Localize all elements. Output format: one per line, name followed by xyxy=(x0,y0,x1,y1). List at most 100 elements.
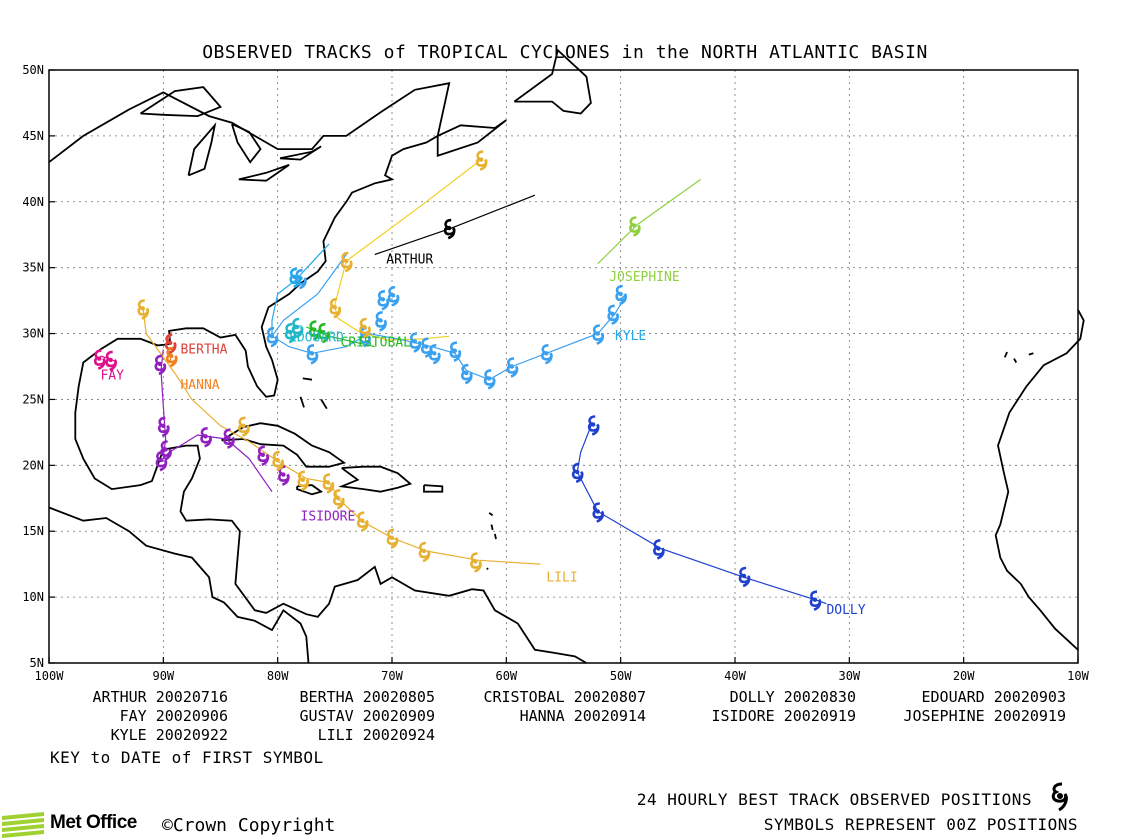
key-entry: ISIDORE 20020919 xyxy=(711,707,857,725)
symbol-dolly xyxy=(592,502,605,523)
symbol-lili xyxy=(470,552,482,573)
map-plot: ARTHUR BERTHA CRISTOBAL DOLLY EDOUARD FAY HANN… xyxy=(22,48,1090,683)
y-tick-label: 10N xyxy=(22,590,44,604)
key-entry: FAY 20020906 xyxy=(119,707,228,725)
coastline xyxy=(423,484,444,493)
symbol-arthur xyxy=(443,218,456,240)
coastline xyxy=(1013,358,1018,363)
chart-title: OBSERVED TRACKS of TROPICAL CYCLONES in … xyxy=(202,42,928,63)
track-josephine xyxy=(597,178,702,265)
symbol-josephine xyxy=(629,216,641,237)
symbol-lili xyxy=(356,511,369,532)
coastline xyxy=(302,377,313,381)
symbol-gustav xyxy=(449,341,462,362)
label-edouard: EDOUARD xyxy=(289,330,344,345)
track-gustav xyxy=(271,254,627,381)
symbol-isidore xyxy=(223,428,235,449)
symbol-edouard xyxy=(291,317,304,339)
symbol-lili xyxy=(340,251,353,273)
y-tick-label: 35N xyxy=(22,261,44,275)
symbol-isidore xyxy=(257,445,270,467)
key-entry: EDOUARD 20020903 xyxy=(921,688,1067,706)
key-entry: DOLLY 20020830 xyxy=(729,688,856,706)
storm-labels: ARTHUR BERTHA CRISTOBAL DOLLY EDOUARD FAY HANN… xyxy=(100,253,865,619)
symbol-gustav xyxy=(266,326,279,348)
symbol-gustav xyxy=(377,289,390,311)
plot-frame xyxy=(48,69,1079,664)
symbol-kyle xyxy=(289,267,302,289)
y-tick-label: 30N xyxy=(22,327,44,341)
symbol-isidore xyxy=(157,416,170,438)
key-entry: GUSTAV 20020909 xyxy=(299,707,435,725)
coastline xyxy=(1003,351,1008,358)
symbol-gustav xyxy=(541,343,553,365)
track-isidore xyxy=(160,349,273,493)
x-tick-label: 10W xyxy=(1067,669,1089,683)
key-entry: BERTHA 20020805 xyxy=(299,688,435,706)
y-tick-label: 20N xyxy=(22,458,44,472)
coastlines xyxy=(48,48,1085,664)
x-tick-label: 40W xyxy=(724,669,746,683)
symbol-lili xyxy=(322,473,335,494)
y-tick-label: 45N xyxy=(22,129,44,143)
symbol-gustav xyxy=(607,304,619,326)
coastline xyxy=(994,309,1085,651)
symbol-isidore xyxy=(278,465,290,486)
symbol-gustav xyxy=(506,357,519,378)
symbol-lili xyxy=(418,541,431,563)
coastline xyxy=(320,398,328,410)
symbol-gustav xyxy=(306,343,319,365)
symbol-dolly xyxy=(738,566,751,588)
copyright-text: ©Crown Copyright xyxy=(162,815,336,836)
symbol-gustav xyxy=(592,324,605,345)
label-lili: LILI xyxy=(546,570,577,585)
y-tick-label: 50N xyxy=(22,63,44,77)
symbol-lili xyxy=(332,488,345,510)
y-tick-label: 25N xyxy=(22,392,44,406)
y-tick-label: 40N xyxy=(22,195,44,209)
symbol-gustav xyxy=(428,343,441,365)
symbol-dolly xyxy=(809,590,822,611)
symbol-fay xyxy=(93,349,106,370)
key-entry: LILI 20020924 xyxy=(317,726,435,744)
label-fay: FAY xyxy=(100,369,124,384)
track-kyle xyxy=(271,243,330,337)
coastline xyxy=(436,119,507,157)
symbol-lili xyxy=(238,416,250,438)
symbol-gustav xyxy=(387,285,400,307)
x-tick-label: 80W xyxy=(267,669,289,683)
label-arthur: ARTHUR xyxy=(386,253,433,268)
symbol-lili xyxy=(297,470,310,492)
symbol-gustav xyxy=(615,284,627,306)
symbol-cristobal xyxy=(318,322,330,344)
x-tick-label: 70W xyxy=(381,669,403,683)
label-kyle: KYLE xyxy=(615,329,646,344)
x-tick-label: 60W xyxy=(495,669,517,683)
coastline xyxy=(238,164,290,182)
symbol-lili xyxy=(386,528,399,550)
symbol-edouard xyxy=(284,322,297,344)
y-tick-label: 15N xyxy=(22,524,44,538)
y-tick-labels: 5N 10N 15N 20N 25N 30N 35N 40N 45N 50N xyxy=(22,63,55,670)
x-tick-labels: 100W 90W 80W 70W 60W 50W 40W 30W 20W 10W xyxy=(35,657,1090,683)
symbol-dolly xyxy=(653,539,665,560)
x-tick-label: 30W xyxy=(838,669,860,683)
coastline xyxy=(279,145,322,161)
key-entry: KYLE 20020922 xyxy=(110,726,228,744)
symbol-gustav xyxy=(483,369,496,390)
symbol-lili xyxy=(359,317,371,339)
symbol-isidore xyxy=(154,354,167,376)
legend-line-2: SYMBOLS REPRESENT 00Z POSITIONS xyxy=(763,815,1078,834)
symbol-isidore xyxy=(200,426,212,448)
key-note: KEY to DATE of FIRST SYMBOL xyxy=(50,748,324,767)
key-entry: CRISTOBAL 20020807 xyxy=(483,688,646,706)
coastline xyxy=(490,524,494,531)
symbol-lili xyxy=(272,450,284,472)
coastline xyxy=(296,484,324,496)
label-hanna: HANNA xyxy=(180,378,219,393)
track-dolly xyxy=(576,422,827,605)
coastline xyxy=(338,465,413,493)
x-tick-label: 50W xyxy=(610,669,632,683)
symbol-fay xyxy=(105,350,117,372)
met-office-logo xyxy=(2,812,44,838)
